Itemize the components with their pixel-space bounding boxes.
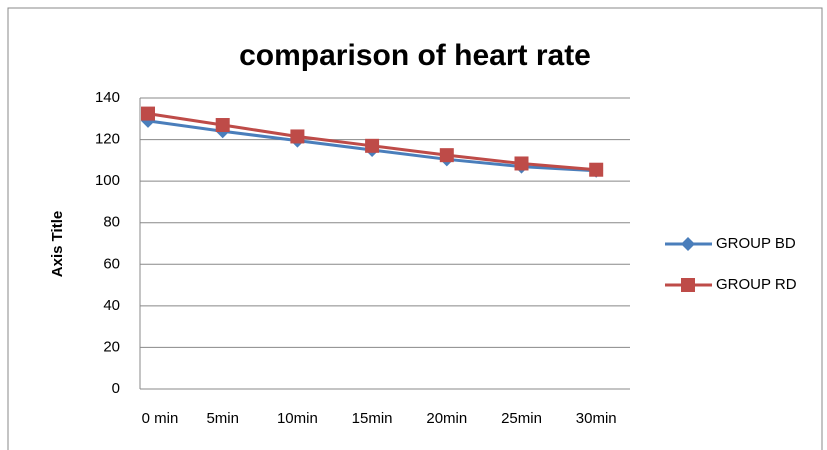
- x-tick-label: 5min: [206, 410, 239, 427]
- marker: [365, 138, 380, 153]
- y-tick-label: 120: [95, 131, 120, 148]
- chart-title: comparison of heart rate: [239, 39, 591, 72]
- y-tick-label: 20: [103, 338, 120, 355]
- y-tick-label: 100: [95, 172, 120, 189]
- y-tick-label: 0: [112, 380, 120, 397]
- x-tick-label: 0 min: [142, 410, 179, 427]
- marker: [514, 156, 529, 171]
- marker: [215, 118, 230, 133]
- x-tick-label: 30min: [576, 410, 617, 427]
- marker: [439, 148, 454, 163]
- marker: [681, 278, 695, 292]
- y-tick-label: 40: [103, 297, 120, 314]
- marker: [589, 162, 604, 177]
- marker: [141, 106, 155, 121]
- y-tick-label: 140: [95, 89, 120, 106]
- y-tick-label: 60: [103, 255, 120, 272]
- y-tick-label: 80: [103, 214, 120, 231]
- x-tick-label: 15min: [352, 410, 393, 427]
- marker: [290, 129, 305, 144]
- x-tick-label: 20min: [426, 410, 467, 427]
- chart-frame: [7, 7, 823, 450]
- y-axis-title: Axis Title: [49, 211, 66, 277]
- legend-label: GROUP BD: [716, 235, 796, 252]
- marker: [681, 237, 695, 251]
- legend-label: GROUP RD: [716, 276, 797, 293]
- x-tick-label: 25min: [501, 410, 542, 427]
- x-tick-label: 10min: [277, 410, 318, 427]
